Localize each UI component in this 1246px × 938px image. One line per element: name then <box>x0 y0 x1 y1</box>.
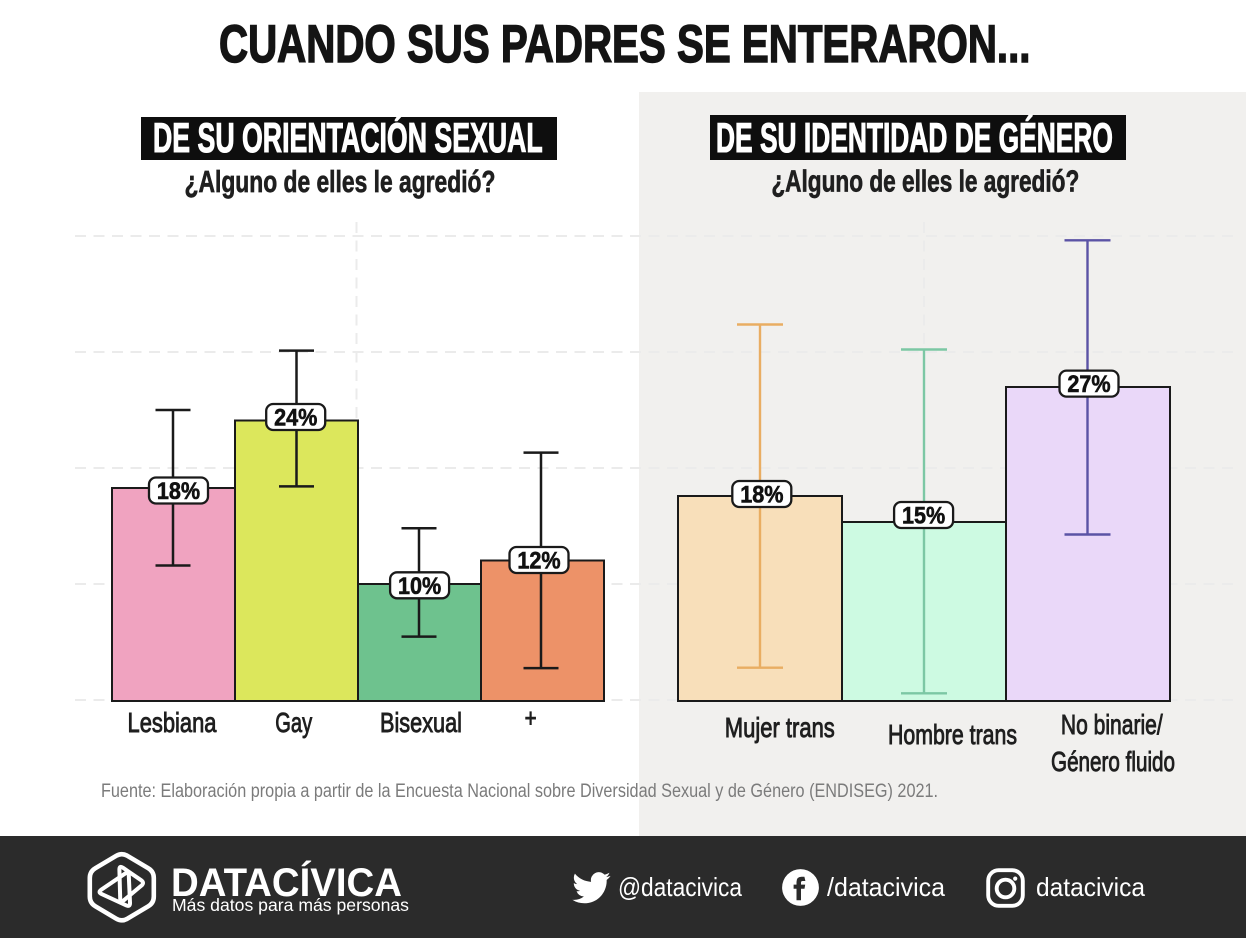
svg-text:@datacivica: @datacivica <box>618 872 742 902</box>
svg-text:/datacivica: /datacivica <box>827 872 946 902</box>
svg-text:+: + <box>525 704 537 733</box>
svg-text:DATACÍVICA: DATACÍVICA <box>171 860 402 905</box>
svg-text:DE SU IDENTIDAD DE GÉNERO: DE SU IDENTIDAD DE GÉNERO <box>716 114 1113 162</box>
svg-text:Lesbiana: Lesbiana <box>128 708 217 739</box>
svg-text:Mujer trans: Mujer trans <box>725 713 835 744</box>
svg-text:DE SU ORIENTACIÓN SEXUAL: DE SU ORIENTACIÓN SEXUAL <box>153 114 543 162</box>
svg-text:24%: 24% <box>274 403 317 430</box>
svg-text:Fuente: Elaboración propia a p: Fuente: Elaboración propia a partir de l… <box>101 780 938 801</box>
svg-text:Hombre trans: Hombre trans <box>888 719 1017 751</box>
svg-text:18%: 18% <box>740 480 783 507</box>
svg-text:12%: 12% <box>517 546 560 573</box>
svg-text:27%: 27% <box>1067 370 1110 397</box>
svg-text:CUANDO SUS PADRES SE ENTERARON: CUANDO SUS PADRES SE ENTERARON... <box>219 14 1031 74</box>
svg-text:18%: 18% <box>157 477 200 504</box>
svg-text:Gay: Gay <box>275 708 313 739</box>
svg-text:Más datos para más personas: Más datos para más personas <box>172 895 409 915</box>
svg-text:Género fluido: Género fluido <box>1051 747 1175 778</box>
svg-text:15%: 15% <box>902 501 945 528</box>
svg-text:datacivica: datacivica <box>1036 872 1146 902</box>
svg-text:Bisexual: Bisexual <box>380 707 462 738</box>
svg-text:10%: 10% <box>398 572 441 599</box>
svg-text:No binarie/: No binarie/ <box>1061 710 1163 741</box>
svg-text:¿Alguno de elles le agredió?: ¿Alguno de elles le agredió? <box>771 163 1079 198</box>
svg-text:¿Alguno de elles le agredió?: ¿Alguno de elles le agredió? <box>185 164 496 199</box>
